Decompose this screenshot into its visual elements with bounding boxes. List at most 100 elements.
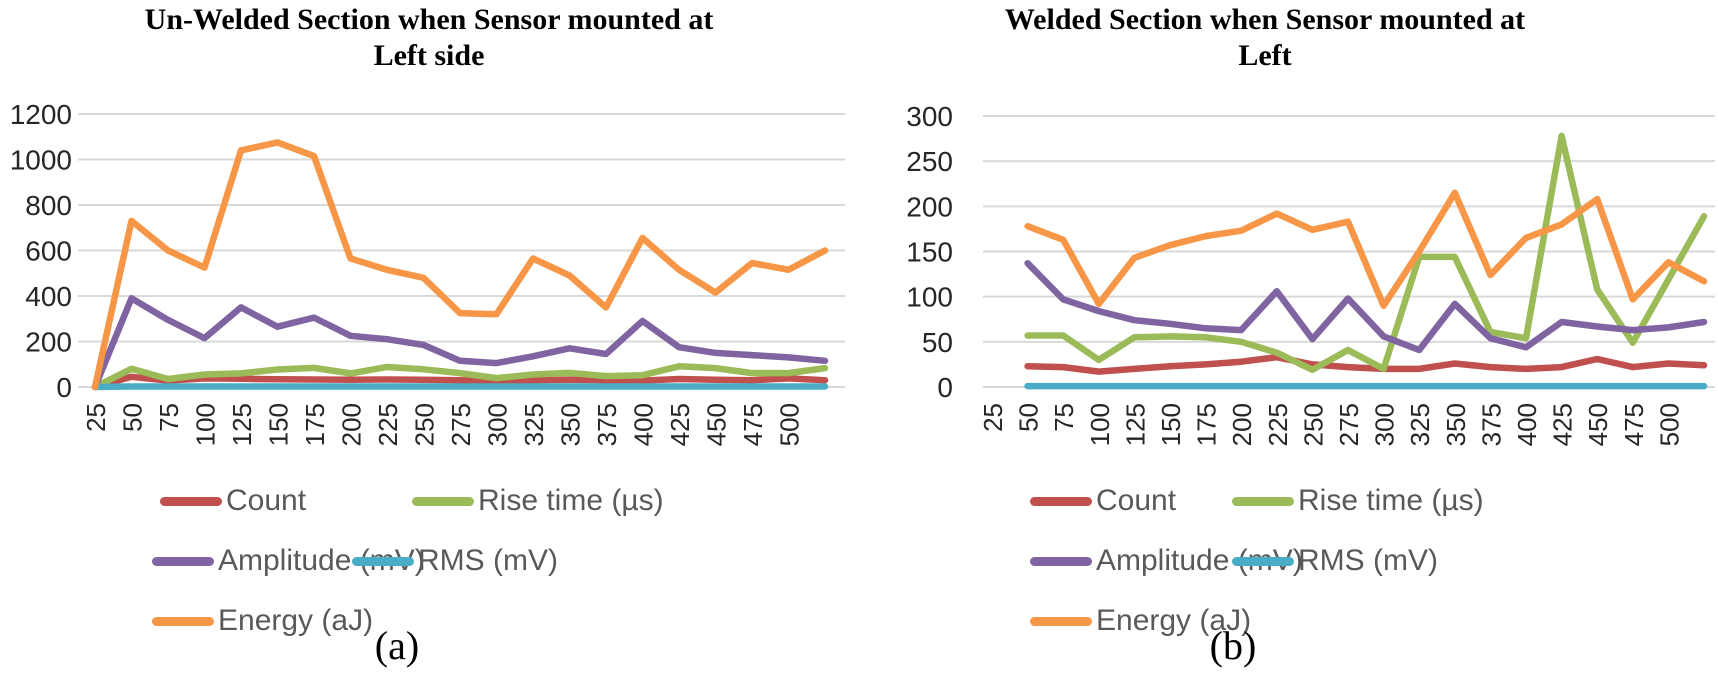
x-tick-label: 275 <box>446 403 476 446</box>
legend-line-marker <box>1030 616 1092 626</box>
y-tick-label: 250 <box>906 146 953 177</box>
chart-panel-a: Un-Welded Section when Sensor mounted at… <box>0 2 859 668</box>
legend-label: RMS (mV) <box>418 544 558 577</box>
y-tick-label: 1000 <box>10 145 72 176</box>
series-line-rms-mv <box>91 383 829 391</box>
series-line-amplitude-mv <box>91 295 829 391</box>
series-line-rise-time-s <box>1024 132 1708 374</box>
legend-line-marker <box>1030 496 1092 506</box>
y-tick-label: 200 <box>906 191 953 222</box>
x-tick-label: 300 <box>1370 403 1400 446</box>
x-tick-label: 125 <box>1120 403 1150 446</box>
y-tick-label: 150 <box>906 237 953 268</box>
y-tick-label: 200 <box>25 327 72 358</box>
legend-line-marker <box>152 616 214 626</box>
legend-item-count: Count <box>1030 482 1176 520</box>
x-tick-label: 350 <box>556 403 586 446</box>
x-tick-label: 25 <box>978 403 1008 432</box>
y-tick-label: 50 <box>922 327 953 358</box>
x-tick-label: 425 <box>665 403 695 446</box>
legend-row: Count Rise time (µs) <box>1030 482 1718 522</box>
x-tick-label: 225 <box>373 403 403 446</box>
x-tick-label: 400 <box>629 403 659 446</box>
legend-label: Count <box>226 484 307 517</box>
x-tick-label: 175 <box>1192 403 1222 446</box>
x-tick-label: 200 <box>337 403 367 446</box>
x-tick-label: 400 <box>1512 403 1542 446</box>
x-tick-label: 100 <box>191 403 221 446</box>
legend-line-marker <box>412 496 474 506</box>
legend-line-marker <box>1030 556 1092 566</box>
x-tick-label: 450 <box>1583 403 1613 446</box>
x-tick-label: 500 <box>775 403 805 446</box>
legend-label: Rise time (µs) <box>1298 484 1484 517</box>
caption-b: (b) <box>1209 623 1257 668</box>
x-tick-label: 225 <box>1263 403 1293 446</box>
legend-row: Amplitude (mV) RMS (mV) <box>1030 542 1718 582</box>
x-tick-label: 425 <box>1548 403 1578 446</box>
x-tick-label: 50 <box>118 403 148 432</box>
legend-label: Rise time (µs) <box>478 484 664 517</box>
y-tick-label: 0 <box>937 372 953 403</box>
series-line-count <box>91 373 829 391</box>
chart-b-title-line1: Welded Section when Sensor mounted at <box>1004 3 1526 36</box>
legend-row: Energy (aJ) <box>1030 602 1718 642</box>
x-tick-label: 125 <box>227 403 257 446</box>
legend-a: Count Rise time (µs) Amplitude (mV) RMS (mV… <box>0 480 859 660</box>
chart-a-title: Un-Welded Section when Sensor mounted at… <box>0 2 858 74</box>
legend-line-marker <box>1232 556 1294 566</box>
x-tick-label: 150 <box>264 403 294 446</box>
x-tick-label: 100 <box>1085 403 1115 446</box>
legend-line-marker <box>352 556 414 566</box>
legend-row: Amplitude (mV) RMS (mV) <box>146 542 906 582</box>
y-tick-label: 600 <box>25 236 72 267</box>
y-tick-label: 1200 <box>10 99 72 130</box>
x-tick-label: 325 <box>1405 403 1435 446</box>
legend-item-rms-mv: RMS (mV) <box>352 542 558 580</box>
x-tick-label: 450 <box>702 403 732 446</box>
x-tick-label: 150 <box>1156 403 1186 446</box>
x-tick-label: 25 <box>81 403 111 432</box>
y-tick-label: 300 <box>906 101 953 132</box>
legend-row: Count Rise time (µs) <box>146 482 906 522</box>
legend-item-energy-aj: Energy (aJ) <box>152 602 373 640</box>
series-line-energy-aj <box>91 139 829 391</box>
y-tick-label: 800 <box>25 190 72 221</box>
legend-b: Count Rise time (µs) Amplitude (mV) RMS (mV… <box>859 480 1718 660</box>
x-tick-label: 375 <box>1476 403 1506 446</box>
chart-b-title-line2: Left <box>1238 39 1292 72</box>
y-tick-label: 100 <box>906 282 953 313</box>
legend-item-amplitude-mv: Amplitude (mV) <box>1030 542 1303 580</box>
x-tick-label: 500 <box>1654 403 1684 446</box>
legend-item-rise-time-s: Rise time (µs) <box>412 482 664 520</box>
legend-line-marker <box>1232 496 1294 506</box>
x-tick-label: 200 <box>1227 403 1257 446</box>
series-line-amplitude-mv <box>1024 259 1708 354</box>
legend-item-count: Count <box>160 482 306 520</box>
legend-item-rms-mv: RMS (mV) <box>1232 542 1438 580</box>
x-tick-label: 300 <box>483 403 513 446</box>
x-tick-label: 475 <box>1619 403 1649 446</box>
x-tick-label: 250 <box>410 403 440 446</box>
chart-a-title-line1: Un-Welded Section when Sensor mounted at <box>144 3 714 36</box>
chart-panel-b: Welded Section when Sensor mounted at Le… <box>859 0 1718 673</box>
x-tick-label: 250 <box>1298 403 1328 446</box>
legend-row: Energy (aJ) <box>146 602 906 642</box>
x-tick-label: 175 <box>300 403 330 446</box>
legend-label: Energy (aJ) <box>1096 604 1252 637</box>
x-tick-label: 75 <box>1049 403 1079 432</box>
y-tick-label: 0 <box>56 372 72 403</box>
legend-label: RMS (mV) <box>1298 544 1438 577</box>
legend-line-marker <box>160 496 222 506</box>
series-line-rise-time-s <box>91 363 829 391</box>
legend-label: Count <box>1096 484 1177 517</box>
chart-a-title-line2: Left side <box>373 39 485 72</box>
legend-label: Energy (aJ) <box>218 604 374 637</box>
x-tick-label: 325 <box>519 403 549 446</box>
caption-a: (a) <box>374 623 420 668</box>
legend-line-marker <box>152 556 214 566</box>
legend-item-energy-aj: Energy (aJ) <box>1030 602 1251 640</box>
x-tick-label: 475 <box>738 403 768 446</box>
